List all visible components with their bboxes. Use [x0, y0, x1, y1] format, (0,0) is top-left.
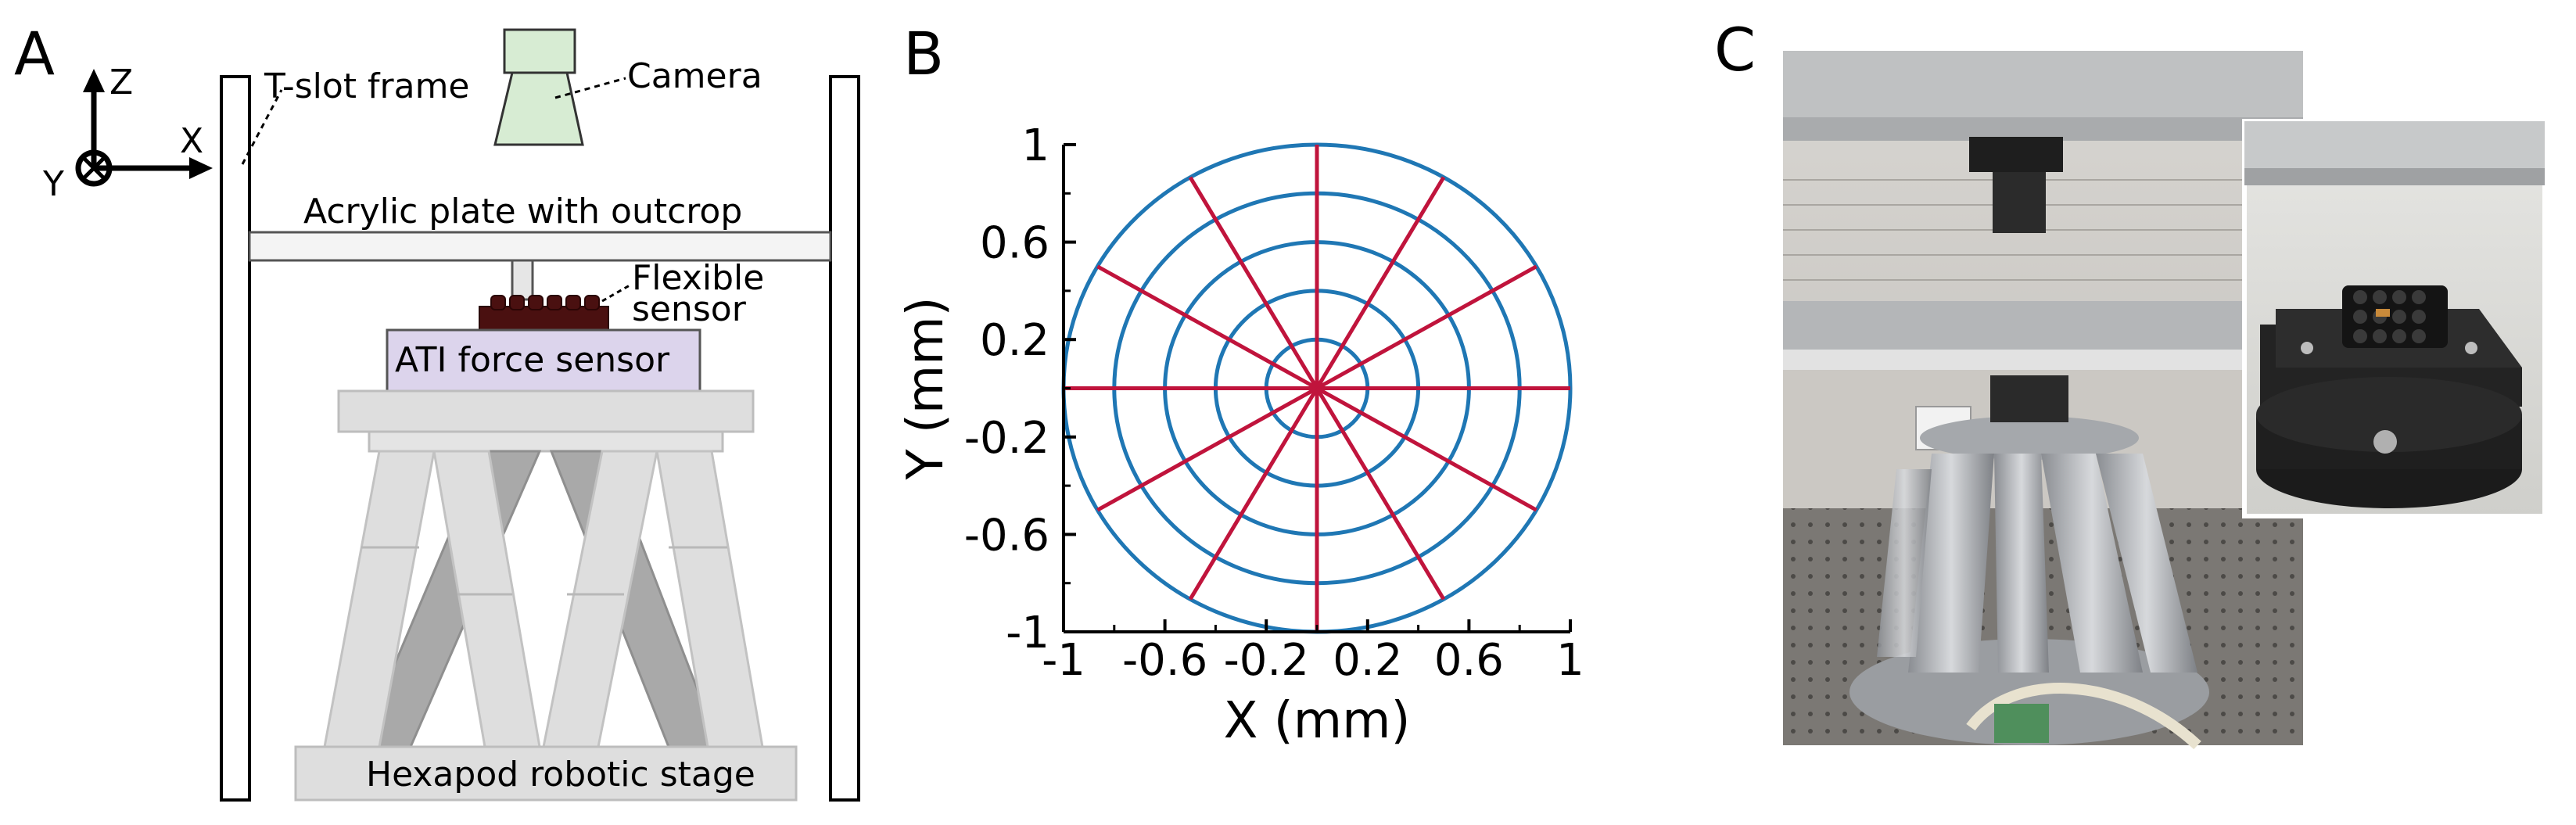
radial-line-12: [1315, 386, 1537, 512]
hexapod-base: [294, 745, 798, 802]
acrylic-plate: [248, 231, 832, 262]
hexapod-top-platform: [337, 389, 755, 433]
y-tick-label: -0.6: [964, 510, 1049, 561]
frame-right-upright: [829, 75, 860, 802]
x-tick-label: 1: [1556, 635, 1584, 686]
panel-a: A Z X Y T-slot frame Camera Acrylic plat…: [0, 0, 868, 825]
flexible-sensor: [479, 295, 609, 331]
y-axis-label: Y: [42, 164, 64, 204]
x-tick-label: -0.2: [1224, 635, 1309, 686]
x-tick-label: -0.6: [1122, 635, 1207, 686]
panel-label-a: A: [14, 19, 55, 88]
photo-panel: C: [1714, 15, 2547, 750]
panel-label-c: C: [1714, 15, 1756, 84]
camera-icon: [493, 28, 584, 146]
sensor-leader-line: [601, 284, 630, 303]
x-arrowhead-icon: [189, 157, 213, 179]
sensor-closeup-photo: [2242, 119, 2547, 518]
plate-outcrop: [511, 259, 534, 301]
radial-line-2: [1315, 264, 1537, 390]
coordinate-axes: [75, 69, 213, 187]
radial-line-3: [1315, 176, 1446, 389]
frame-left-upright: [220, 75, 251, 802]
hexapod-setup-photo: [1783, 51, 2303, 750]
y-tick-label: 0.6: [980, 218, 1049, 269]
ati-label: ATI force sensor: [395, 340, 670, 380]
frame-label: T-slot frame: [264, 66, 470, 106]
x-tick-label: 0.6: [1434, 635, 1504, 686]
x-axis-label: X: [180, 121, 203, 161]
y-tick-label: -0.2: [964, 413, 1049, 464]
y-axis-into-page-icon: [75, 149, 113, 187]
x-tick-label: -1: [1042, 635, 1085, 686]
frame-leader-line: [241, 89, 283, 165]
hexapod-legs-front: [323, 450, 764, 748]
radial-line-5: [1188, 176, 1319, 389]
y-tick-label: 0.2: [980, 315, 1049, 366]
plate-label: Acrylic plate with outcrop: [303, 192, 742, 231]
ati-force-sensor: [386, 328, 701, 393]
chart-marks: [1061, 142, 1573, 634]
radial-line-8: [1096, 386, 1318, 512]
camera-label: Camera: [627, 56, 762, 96]
x-tick-label: 0.2: [1333, 635, 1402, 686]
camera-leader-line: [554, 77, 626, 99]
trajectory-chart: B -1 -0.6 -0.2 0.2 0.6 1 -1 -0.6 -0.2 0.2 0.6 1 X (…: [897, 19, 1584, 750]
y-tick-label: -1: [1006, 608, 1049, 658]
flexible-label-line2: sensor: [632, 289, 747, 329]
z-arrowhead-icon: [83, 69, 105, 92]
panel-b: B -1 -0.6 -0.2 0.2 0.6 1 -1 -0.6 -0.2 0.2 0.6 1 X (…: [868, 0, 1681, 825]
flexible-label-line1: Flexible: [632, 258, 764, 298]
radial-line-11: [1315, 387, 1446, 601]
y-tick-label: 1: [1021, 120, 1049, 171]
radial-line-6: [1096, 264, 1318, 390]
radial-line-9: [1188, 387, 1319, 601]
setup-diagram: A Z X Y T-slot frame Camera Acrylic plat…: [14, 19, 860, 802]
panel-c: C: [1681, 0, 2576, 825]
z-axis-label: Z: [109, 63, 133, 102]
hexapod-label: Hexapod robotic stage: [366, 755, 755, 795]
panel-label-b: B: [903, 19, 944, 88]
x-axis-title: X (mm): [1224, 692, 1411, 750]
chart-axes: -1 -0.6 -0.2 0.2 0.6 1 -1 -0.6 -0.2 0.2 0.6 1: [964, 120, 1584, 686]
y-axis-title: Y (mm): [897, 296, 955, 480]
